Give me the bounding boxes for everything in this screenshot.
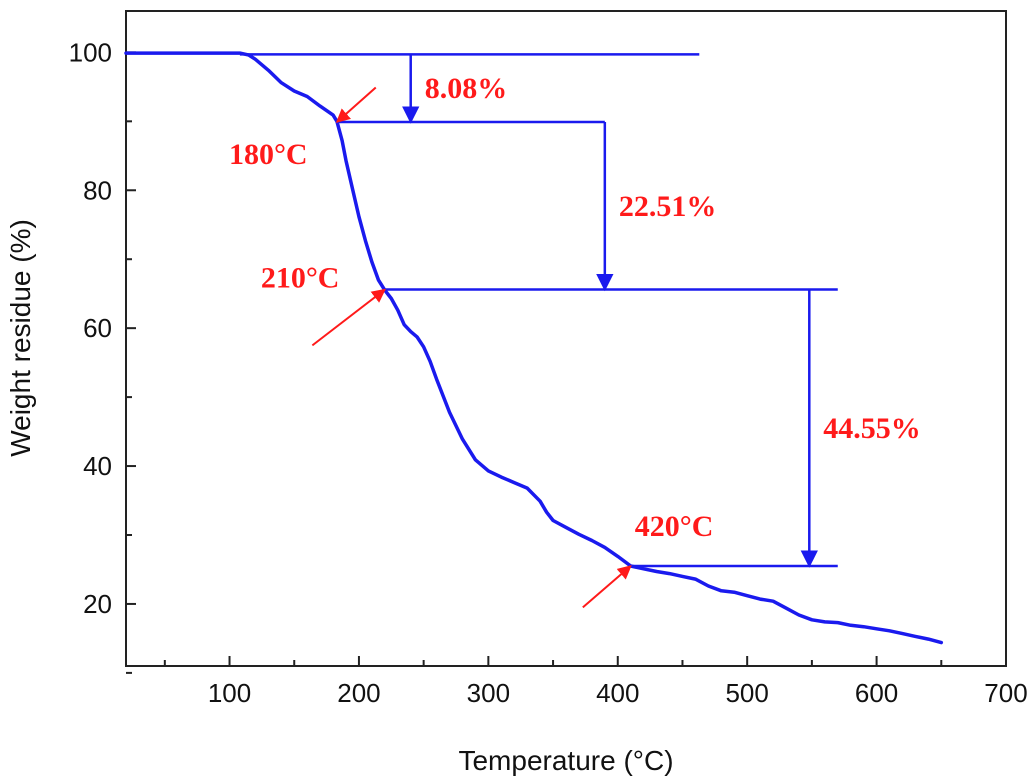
series-layer [124, 51, 944, 645]
y-axis-ticks: 20 40 60 80 100 [69, 37, 136, 674]
x-tick-label: 400 [596, 678, 639, 708]
y-tick-label: 60 [83, 313, 112, 343]
drop-percentage-label: 8.08% [425, 72, 508, 105]
temperature-markers-layer: 180°C 210°C 420°C [229, 86, 714, 609]
drop-percentage-label: 44.55% [823, 412, 921, 445]
x-axis-ticks: 100 200 300 400 500 600 700 [163, 656, 1028, 708]
drop-percentage-label: 22.51% [619, 190, 717, 223]
y-tick-label: 40 [83, 451, 112, 481]
temperature-marker-label: 210°C [261, 262, 340, 295]
x-axis-title: Temperature (°C) [458, 745, 673, 776]
temperature-marker-arrow [582, 565, 632, 609]
drop-arrows-layer: 8.08% 22.51% 44.55% [401, 54, 921, 568]
temperature-marker-arrow [335, 86, 377, 123]
x-tick-label: 100 [208, 678, 251, 708]
x-tick-label: 500 [725, 678, 768, 708]
temperature-marker-arrow [311, 288, 386, 347]
x-tick-label: 600 [855, 678, 898, 708]
plot-frame [125, 10, 1007, 667]
temperature-marker-label: 180°C [229, 138, 308, 171]
y-axis-title: Weight residue (%) [5, 219, 36, 457]
tga-series-line [124, 51, 944, 645]
x-tick-label: 700 [984, 678, 1027, 708]
y-tick-label: 20 [83, 589, 112, 619]
x-tick-label: 300 [467, 678, 510, 708]
y-tick-label: 100 [69, 37, 112, 67]
temperature-marker-label: 420°C [635, 510, 714, 543]
y-tick-label: 80 [83, 175, 112, 205]
x-tick-label: 200 [337, 678, 380, 708]
step-lines-layer [239, 53, 838, 568]
